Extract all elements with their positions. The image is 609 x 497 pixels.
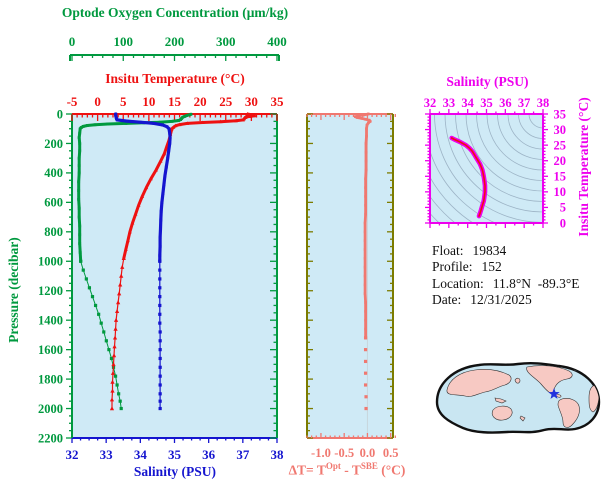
svg-text:200: 200 — [165, 34, 185, 49]
float-location-marker — [548, 388, 560, 399]
map-land-new-zealand — [519, 415, 526, 422]
ts-salinity-axis-title: Salinity (PSU) — [446, 74, 529, 89]
svg-text:0: 0 — [560, 216, 566, 230]
svg-text:36: 36 — [499, 96, 512, 110]
svg-text:32: 32 — [66, 447, 79, 462]
svg-text:38: 38 — [537, 96, 550, 110]
world-map — [435, 361, 601, 434]
map-land-japan — [514, 377, 521, 384]
svg-text:200: 200 — [44, 137, 63, 151]
svg-text:600: 600 — [44, 196, 63, 210]
svg-text:400: 400 — [267, 34, 287, 49]
map-land-eurasia — [446, 369, 512, 397]
svg-text:35: 35 — [554, 107, 567, 121]
svg-text:25: 25 — [219, 94, 233, 109]
svg-text:1400: 1400 — [38, 313, 63, 327]
svg-text:20: 20 — [194, 94, 207, 109]
map-landmasses — [446, 364, 599, 428]
date-line: Date: 12/31/2025 — [432, 291, 532, 307]
svg-text:34: 34 — [134, 447, 148, 462]
svg-text:0: 0 — [57, 107, 63, 121]
svg-text:2000: 2000 — [38, 402, 63, 416]
float-id-line: Float: 19834 — [432, 243, 507, 258]
svg-text:32: 32 — [424, 96, 437, 110]
location-line: Location: 11.8°N -89.3°E — [432, 275, 580, 291]
salinity-axis-title: Salinity (PSU) — [133, 464, 217, 479]
svg-text:0.5: 0.5 — [383, 446, 399, 460]
svg-text:400: 400 — [44, 166, 63, 180]
svg-text:37: 37 — [236, 447, 250, 462]
svg-text:35: 35 — [271, 94, 285, 109]
float-info: Float: 19834 Profile: 152 Location: 11.8°N … — [432, 243, 580, 308]
svg-text:33: 33 — [443, 96, 456, 110]
svg-text:1200: 1200 — [38, 284, 63, 298]
temperature-axis-title: Insitu Temperature (°C) — [105, 71, 245, 86]
svg-text:33: 33 — [100, 447, 114, 462]
svg-text:5: 5 — [560, 201, 566, 215]
svg-text:-0.5: -0.5 — [334, 446, 354, 460]
map-land-australia — [491, 405, 513, 421]
svg-text:2200: 2200 — [38, 431, 63, 445]
svg-text:35: 35 — [480, 96, 493, 110]
svg-text:-5: -5 — [67, 94, 78, 109]
svg-text:38: 38 — [271, 447, 285, 462]
svg-text:30: 30 — [554, 123, 567, 137]
svg-text:37: 37 — [518, 96, 531, 110]
svg-text:36: 36 — [202, 447, 216, 462]
map-land-indonesia — [494, 397, 507, 404]
svg-text:10: 10 — [142, 94, 155, 109]
oxygen-axis-title: Optode Oxygen Concentration (μm/kg) — [61, 5, 289, 20]
svg-text:0.0: 0.0 — [360, 446, 376, 460]
svg-text:1600: 1600 — [38, 343, 63, 357]
svg-text:800: 800 — [44, 225, 63, 239]
svg-text:25: 25 — [554, 138, 567, 152]
svg-text:1800: 1800 — [38, 372, 63, 386]
svg-text:15: 15 — [554, 170, 567, 184]
profile-number-line: Profile: 152 — [432, 259, 502, 275]
svg-text:30: 30 — [245, 94, 258, 109]
svg-text:35: 35 — [168, 447, 182, 462]
svg-text:0: 0 — [94, 94, 101, 109]
map-land-south-america — [557, 398, 580, 428]
svg-text:5: 5 — [120, 94, 127, 109]
svg-text:20: 20 — [554, 154, 567, 168]
delta-t-axis-title: ΔT= TOpt - TSBE (°C) — [288, 461, 406, 478]
svg-text:100: 100 — [114, 34, 134, 49]
svg-text:0: 0 — [69, 34, 76, 49]
svg-text:300: 300 — [216, 34, 236, 49]
svg-text:1000: 1000 — [38, 255, 63, 269]
svg-text:15: 15 — [168, 94, 182, 109]
map-land-greenland — [572, 364, 585, 372]
svg-text:34: 34 — [461, 96, 474, 110]
svg-text:10: 10 — [554, 185, 567, 199]
svg-text:-1.0: -1.0 — [311, 446, 331, 460]
